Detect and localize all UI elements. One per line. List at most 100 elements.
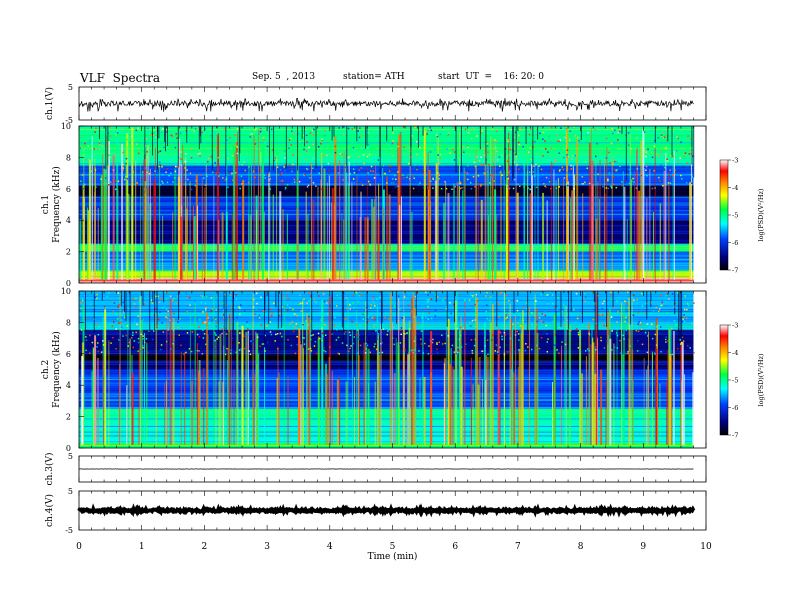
speckle (334, 151, 337, 154)
speckle (250, 340, 252, 342)
speckle (459, 182, 462, 185)
quiet-column (515, 126, 517, 156)
sferic-streak (566, 181, 569, 280)
speckle (410, 313, 413, 316)
speckle (496, 150, 498, 153)
quiet-column (496, 291, 498, 327)
colorbar-ch2 (719, 324, 729, 436)
speckle (282, 327, 284, 329)
sferic-streak (646, 369, 648, 445)
speckle (195, 180, 197, 182)
sferic-streak (595, 159, 597, 280)
speckle (367, 316, 369, 318)
speckle (608, 151, 610, 154)
speckle (461, 168, 464, 170)
sferic-streak (374, 199, 376, 280)
speckle (309, 347, 312, 350)
speckle (126, 138, 128, 141)
speckle (558, 170, 561, 172)
speckle (616, 169, 618, 171)
speckle (564, 313, 566, 315)
speckle (321, 139, 324, 141)
speckle (379, 296, 381, 299)
quiet-column (297, 126, 299, 171)
sferic-streak (576, 138, 579, 280)
speckle (560, 127, 562, 129)
striation (79, 310, 694, 313)
sferic-streak (257, 129, 259, 280)
ytick-freq-ch1: 6 (66, 185, 71, 194)
speckle (519, 329, 521, 331)
ylabel-ch1-channel: ch.1 (41, 195, 51, 214)
sferic-streak (309, 297, 311, 445)
striation (79, 316, 694, 318)
speckle (382, 328, 385, 331)
speckle (515, 156, 518, 158)
speckle (536, 344, 538, 347)
speckle (612, 131, 615, 134)
speckle (493, 180, 496, 182)
speckle (98, 326, 100, 328)
xtick-label: 6 (452, 542, 458, 552)
speckle (112, 336, 114, 339)
speckle (662, 131, 665, 134)
speckle (133, 303, 136, 305)
striation (79, 375, 694, 377)
speckle (352, 146, 355, 149)
sferic-streak (232, 141, 235, 280)
speckle (480, 156, 482, 159)
sferic-streak (147, 145, 150, 280)
sferic-streak (428, 189, 430, 280)
speckle (275, 333, 277, 336)
speckle (254, 129, 257, 131)
speckle (671, 353, 674, 356)
sferic-streak (102, 154, 104, 280)
speckle (661, 304, 663, 307)
speckle (540, 293, 543, 296)
sferic-streak (399, 204, 401, 280)
speckle (554, 333, 557, 336)
quiet-column (512, 126, 514, 178)
speckle (255, 127, 257, 130)
speckle (595, 348, 597, 351)
speckle (528, 171, 531, 173)
speckle (415, 140, 418, 143)
speckle (297, 180, 299, 182)
speckle (342, 155, 344, 157)
sferic-streak (395, 337, 397, 445)
speckle (353, 336, 356, 338)
striation (79, 307, 694, 309)
speckle (281, 315, 284, 318)
sferic-streak (512, 328, 514, 445)
speckle (556, 349, 558, 351)
ylabel-ch3: ch.3(V) (44, 453, 55, 486)
speckle (142, 347, 144, 349)
speckle (236, 316, 238, 319)
speckle (239, 307, 241, 310)
sferic-streak (582, 193, 584, 280)
sferic-streak (140, 163, 142, 280)
speckle (308, 291, 310, 294)
sferic-streak (189, 311, 191, 445)
ytick-ch4: 5 (68, 487, 73, 496)
speckle (524, 321, 527, 323)
speckle (137, 152, 140, 155)
speckle (307, 348, 310, 350)
speckle (584, 181, 586, 184)
speckle (470, 339, 473, 341)
speckle (309, 338, 312, 341)
quiet-column (693, 126, 695, 178)
speckle (437, 154, 439, 156)
speckle (167, 310, 169, 312)
speckle (637, 330, 640, 333)
speckle (299, 302, 302, 305)
speckle (223, 128, 226, 130)
sferic-streak (198, 370, 201, 445)
speckle (158, 301, 160, 304)
speckle (253, 298, 255, 301)
speckle (673, 169, 676, 171)
sferic-streak (247, 330, 249, 445)
speckle (414, 351, 417, 354)
speckle (373, 318, 375, 321)
speckle (542, 150, 544, 152)
